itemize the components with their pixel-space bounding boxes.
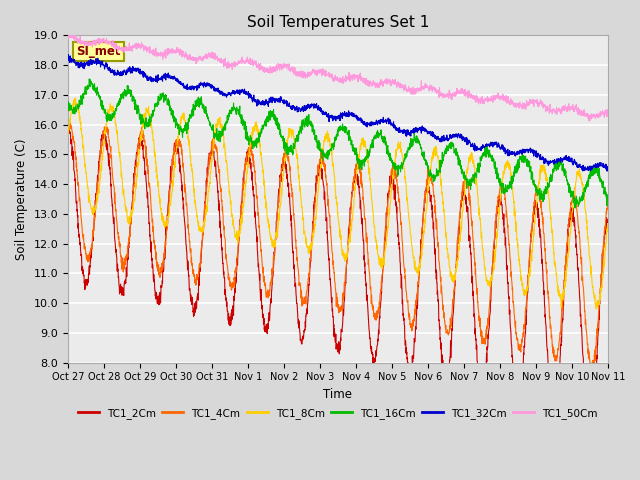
TC1_50Cm: [365, 81, 373, 86]
TC1_32Cm: [365, 122, 373, 128]
TC1_16Cm: [64, 104, 72, 109]
TC1_50Cm: [572, 103, 579, 109]
TC1_8Cm: [64, 132, 72, 137]
Line: TC1_16Cm: TC1_16Cm: [68, 79, 608, 208]
TC1_50Cm: [66, 29, 74, 35]
TC1_8Cm: [215, 118, 223, 124]
TC1_4Cm: [215, 170, 223, 176]
TC1_16Cm: [572, 199, 579, 205]
TC1_4Cm: [572, 196, 579, 202]
TC1_2Cm: [495, 194, 502, 200]
TC1_8Cm: [556, 295, 564, 300]
TC1_2Cm: [556, 353, 564, 359]
Line: TC1_8Cm: TC1_8Cm: [68, 98, 608, 309]
TC1_2Cm: [588, 430, 595, 436]
TC1_8Cm: [365, 168, 373, 174]
TC1_16Cm: [604, 192, 612, 198]
TC1_16Cm: [556, 158, 564, 164]
TC1_32Cm: [354, 117, 362, 122]
Line: TC1_2Cm: TC1_2Cm: [68, 125, 608, 433]
TC1_16Cm: [215, 134, 223, 140]
TC1_4Cm: [354, 161, 362, 167]
TC1_4Cm: [604, 198, 612, 204]
TC1_16Cm: [354, 161, 362, 167]
TC1_16Cm: [365, 147, 373, 153]
Y-axis label: Soil Temperature (C): Soil Temperature (C): [15, 138, 28, 260]
TC1_32Cm: [65, 52, 72, 58]
TC1_50Cm: [64, 35, 72, 40]
TC1_16Cm: [495, 178, 502, 183]
TC1_50Cm: [495, 96, 502, 102]
Line: TC1_50Cm: TC1_50Cm: [68, 32, 608, 121]
TC1_2Cm: [604, 219, 612, 225]
TC1_32Cm: [556, 159, 564, 165]
TC1_2Cm: [572, 228, 579, 233]
Title: Soil Temperatures Set 1: Soil Temperatures Set 1: [247, 15, 429, 30]
TC1_32Cm: [64, 54, 72, 60]
TC1_50Cm: [354, 74, 362, 80]
TC1_32Cm: [572, 159, 579, 165]
TC1_8Cm: [572, 185, 579, 191]
TC1_50Cm: [586, 118, 594, 124]
TC1_8Cm: [495, 216, 502, 222]
TC1_4Cm: [66, 117, 74, 123]
TC1_8Cm: [71, 95, 79, 101]
Text: SI_met: SI_met: [76, 45, 120, 58]
TC1_32Cm: [495, 144, 502, 150]
TC1_50Cm: [556, 108, 564, 113]
TC1_8Cm: [354, 164, 362, 170]
TC1_16Cm: [572, 205, 579, 211]
TC1_4Cm: [64, 124, 72, 130]
Legend: TC1_2Cm, TC1_4Cm, TC1_8Cm, TC1_16Cm, TC1_32Cm, TC1_50Cm: TC1_2Cm, TC1_4Cm, TC1_8Cm, TC1_16Cm, TC1…: [74, 404, 602, 423]
TC1_50Cm: [215, 57, 223, 62]
TC1_4Cm: [556, 329, 564, 335]
TC1_32Cm: [604, 168, 611, 174]
Line: TC1_4Cm: TC1_4Cm: [68, 120, 608, 369]
TC1_2Cm: [365, 328, 373, 334]
TC1_4Cm: [588, 366, 596, 372]
TC1_32Cm: [604, 164, 612, 170]
TC1_2Cm: [65, 122, 73, 128]
TC1_4Cm: [365, 269, 373, 275]
TC1_2Cm: [215, 197, 223, 203]
TC1_16Cm: [85, 76, 93, 82]
TC1_50Cm: [604, 114, 612, 120]
TC1_32Cm: [215, 89, 223, 95]
TC1_4Cm: [495, 196, 502, 202]
X-axis label: Time: Time: [323, 388, 353, 401]
TC1_2Cm: [354, 181, 362, 187]
TC1_2Cm: [64, 129, 72, 134]
Line: TC1_32Cm: TC1_32Cm: [68, 55, 608, 171]
TC1_8Cm: [592, 306, 600, 312]
TC1_8Cm: [604, 221, 612, 227]
